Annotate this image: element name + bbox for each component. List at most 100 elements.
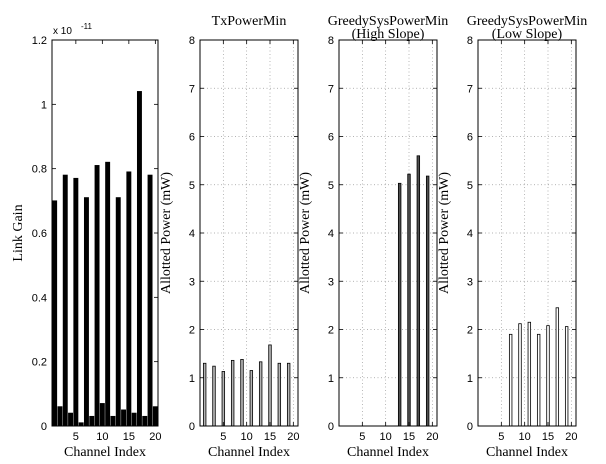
bar xyxy=(89,415,95,427)
bar xyxy=(397,182,402,427)
x-tick-label: 20 xyxy=(287,431,299,443)
bar xyxy=(110,415,116,427)
bar xyxy=(142,415,148,427)
bar xyxy=(62,174,68,427)
bar xyxy=(240,359,244,427)
y-tick-label: 3 xyxy=(328,276,334,288)
y-tick-label: 4 xyxy=(189,228,195,240)
bar xyxy=(121,409,127,427)
bar xyxy=(136,91,142,427)
y-tick-label: 0 xyxy=(189,421,195,433)
bar xyxy=(268,344,272,427)
y-axis-label: Allotted Power (mW) xyxy=(437,172,452,294)
y-tick-label: 6 xyxy=(328,132,334,144)
x-tick-label: 15 xyxy=(264,431,276,443)
y-tick-label: 4 xyxy=(328,228,334,240)
bar xyxy=(286,362,291,427)
x-tick-label: 10 xyxy=(519,431,531,443)
y-tick-label: 2 xyxy=(189,325,195,337)
y-tick-label: 1.2 xyxy=(32,35,47,47)
y-tick-label: 7 xyxy=(467,83,473,95)
y-tick-label: 0.8 xyxy=(32,164,47,176)
bar xyxy=(115,197,121,427)
x-tick-label: 20 xyxy=(565,431,577,443)
x-tick-label: 20 xyxy=(149,431,161,443)
bar xyxy=(68,412,74,427)
y-tick-label: 1 xyxy=(467,373,473,385)
y-tick-label: 3 xyxy=(189,276,195,288)
y-tick-label: 5 xyxy=(467,180,473,192)
x-axis-label: Channel Index xyxy=(347,445,429,460)
x-tick-label: 5 xyxy=(220,431,226,443)
y-tick-label: 0 xyxy=(41,421,47,433)
x-tick-label: 5 xyxy=(359,431,365,443)
chart-title: (Low Slope) xyxy=(492,27,563,42)
bar xyxy=(508,333,513,427)
y-tick-label: 0 xyxy=(328,421,334,433)
bar xyxy=(202,362,207,427)
y-tick-label: 5 xyxy=(328,180,334,192)
bar xyxy=(407,173,411,427)
y-tick-label: 0.4 xyxy=(32,292,47,304)
bar xyxy=(230,359,235,427)
bar xyxy=(555,307,560,427)
bar xyxy=(94,165,100,427)
x-tick-label: 5 xyxy=(498,431,504,443)
x-axis-label: Channel Index xyxy=(208,445,290,460)
y-tick-label: 8 xyxy=(467,35,473,47)
y-axis-label: Allotted Power (mW) xyxy=(159,172,174,294)
y-tick-label: 1 xyxy=(328,373,334,385)
x-tick-label: 5 xyxy=(73,431,79,443)
y-tick-label: 2 xyxy=(328,325,334,337)
bar xyxy=(131,412,137,427)
x-tick-label: 15 xyxy=(123,431,135,443)
bar xyxy=(126,171,132,427)
x-axis-label: Channel Index xyxy=(486,445,568,460)
bar xyxy=(258,361,263,427)
chart-title: TxPowerMin xyxy=(212,14,287,29)
x-tick-label: 10 xyxy=(380,431,392,443)
bar xyxy=(221,371,226,427)
y-tick-label: 4 xyxy=(467,228,473,240)
axes-box xyxy=(51,39,159,427)
y-tick-label: 0.2 xyxy=(32,357,47,369)
y-tick-label: 8 xyxy=(189,35,195,47)
bar xyxy=(105,161,111,427)
y-tick-label: 7 xyxy=(189,83,195,95)
bar xyxy=(518,323,522,427)
y-tick-label: 6 xyxy=(189,132,195,144)
bar xyxy=(57,406,63,427)
y-tick-label: 0 xyxy=(467,421,473,433)
x-tick-label: 15 xyxy=(542,431,554,443)
x-tick-label: 10 xyxy=(241,431,253,443)
bar xyxy=(249,370,254,427)
bar xyxy=(212,365,216,427)
y-axis-label: Allotted Power (mW) xyxy=(298,172,313,294)
y-tick-label: 6 xyxy=(467,132,473,144)
x-axis-label: Channel Index xyxy=(64,445,146,460)
bar xyxy=(536,333,541,427)
bar xyxy=(83,197,89,427)
y-axis-label: Link Gain xyxy=(11,204,26,261)
chart-title: GreedySysPowerMin xyxy=(467,14,588,29)
bar xyxy=(147,174,153,427)
bar xyxy=(425,175,430,427)
y-tick-label: 1 xyxy=(189,373,195,385)
x-tick-label: 10 xyxy=(96,431,108,443)
bar xyxy=(277,362,282,427)
bar xyxy=(564,326,569,427)
bar xyxy=(546,325,550,427)
bar xyxy=(416,155,421,427)
x-tick-label: 20 xyxy=(426,431,438,443)
y-tick-label: 2 xyxy=(467,325,473,337)
y-tick-label: 8 xyxy=(328,35,334,47)
bar xyxy=(527,321,532,427)
y-tick-label: 1 xyxy=(41,99,47,111)
y-axis-exponent: x 10 xyxy=(53,26,72,37)
y-tick-label: 7 xyxy=(328,83,334,95)
y-tick-label: 3 xyxy=(467,276,473,288)
y-axis-exponent-power: -11 xyxy=(81,22,93,31)
chart-title: (High Slope) xyxy=(352,27,425,42)
y-tick-label: 5 xyxy=(189,180,195,192)
